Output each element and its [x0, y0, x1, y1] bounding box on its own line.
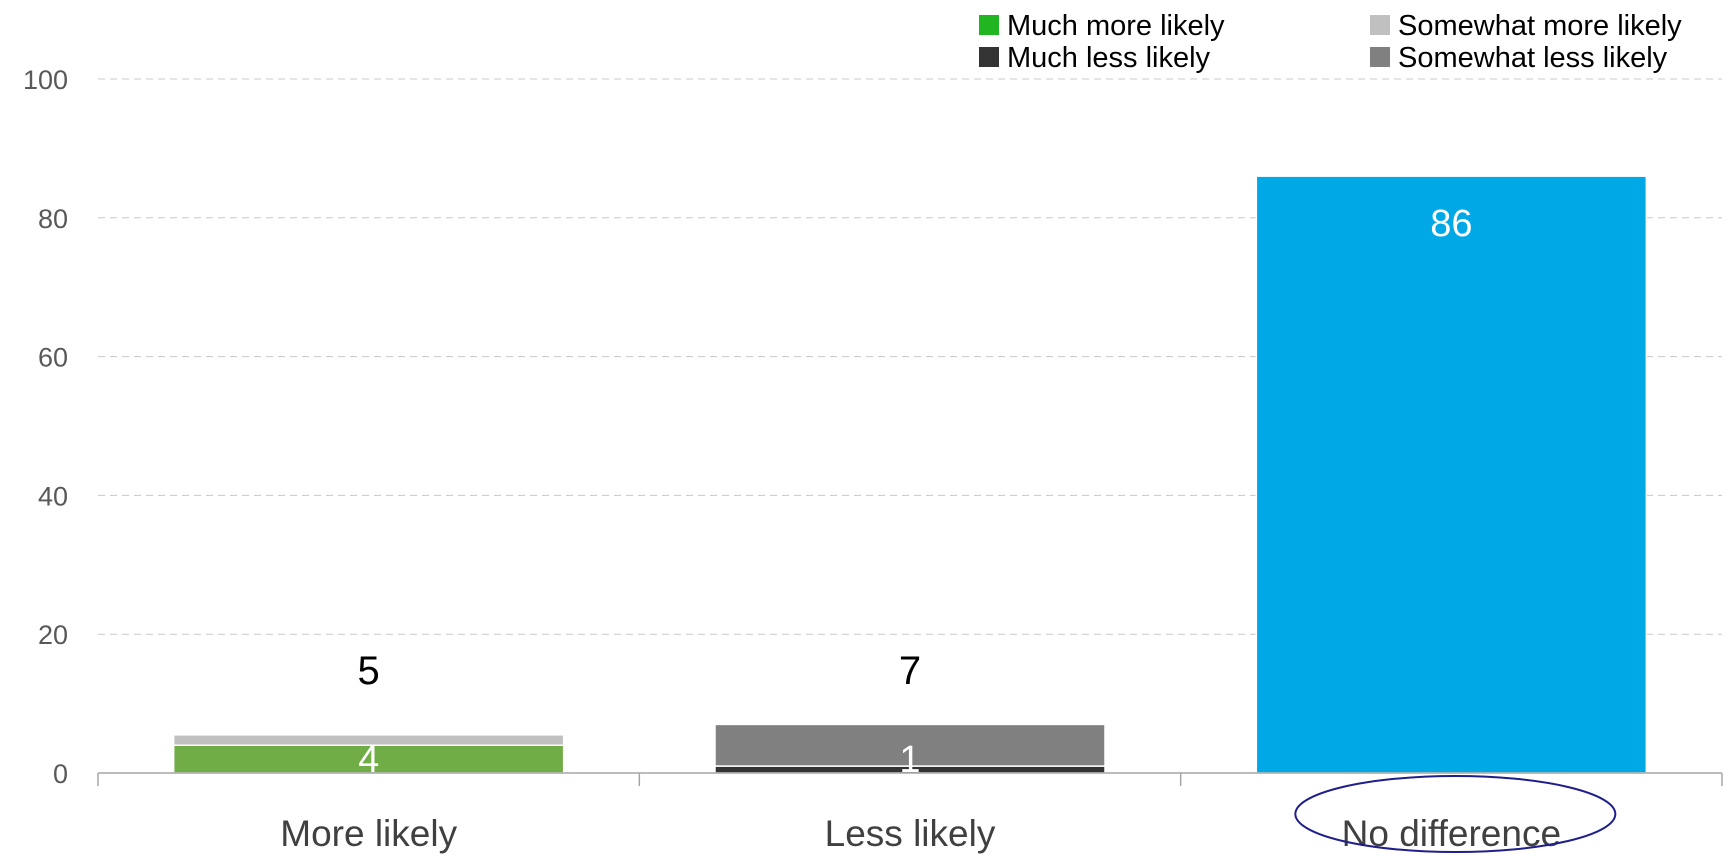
bar-total-label: 5: [358, 649, 380, 693]
y-tick-label: 80: [38, 204, 68, 234]
bars: [172, 175, 1648, 774]
data-labels: 4 1 86 5 7: [358, 203, 1473, 781]
bar-value-label: 4: [358, 739, 379, 781]
x-tick-label: More likely: [280, 813, 457, 854]
bar-value-label: 1: [899, 739, 920, 781]
bar-segment: [714, 723, 1106, 767]
y-tick-label: 100: [23, 65, 68, 95]
gridlines: [98, 78, 1722, 635]
y-tick-label: 40: [38, 481, 68, 511]
legend-label: Much more likely: [1007, 10, 1225, 42]
x-axis: More likely Less likely No difference: [97, 772, 1723, 854]
legend-label: Somewhat less likely: [1398, 42, 1668, 74]
y-tick-label: 20: [38, 620, 68, 650]
legend: Much more likely Somewhat more likely Much…: [979, 10, 1682, 74]
legend-label: Much less likely: [1007, 42, 1211, 74]
legend-swatch: [1370, 47, 1390, 67]
y-axis-tick-labels: 0 20 40 60 80 100: [23, 65, 68, 789]
y-tick-label: 60: [38, 343, 68, 373]
bar-segment: [1255, 175, 1648, 774]
bar-segment: [172, 734, 565, 746]
legend-swatch: [1370, 15, 1390, 35]
x-tick-label: Less likely: [825, 813, 996, 854]
legend-swatch: [979, 15, 999, 35]
bar-total-label: 7: [899, 649, 921, 693]
legend-swatch: [979, 47, 999, 67]
highlight-ellipse: [1294, 775, 1617, 853]
bar-value-label: 86: [1430, 203, 1472, 245]
legend-label: Somewhat more likely: [1398, 10, 1682, 42]
y-tick-label: 0: [53, 759, 68, 789]
